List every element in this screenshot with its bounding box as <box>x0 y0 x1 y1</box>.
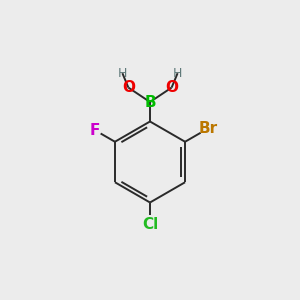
Text: Br: Br <box>198 121 218 136</box>
Text: B: B <box>144 94 156 110</box>
Text: H: H <box>173 67 182 80</box>
Text: Cl: Cl <box>142 217 158 232</box>
Text: O: O <box>165 80 178 95</box>
Text: O: O <box>122 80 135 95</box>
Text: H: H <box>118 67 127 80</box>
Text: F: F <box>90 123 100 138</box>
